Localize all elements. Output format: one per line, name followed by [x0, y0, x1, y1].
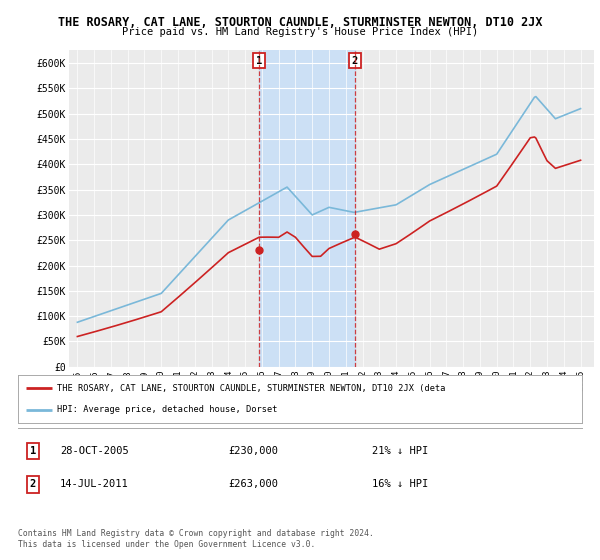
Text: THE ROSARY, CAT LANE, STOURTON CAUNDLE, STURMINSTER NEWTON, DT10 2JX (deta: THE ROSARY, CAT LANE, STOURTON CAUNDLE, … — [58, 384, 446, 393]
Text: £263,000: £263,000 — [228, 479, 278, 489]
Text: HPI: Average price, detached house, Dorset: HPI: Average price, detached house, Dors… — [58, 405, 278, 414]
Text: Price paid vs. HM Land Registry's House Price Index (HPI): Price paid vs. HM Land Registry's House … — [122, 27, 478, 37]
Text: 21% ↓ HPI: 21% ↓ HPI — [372, 446, 428, 456]
Text: Contains HM Land Registry data © Crown copyright and database right 2024.
This d: Contains HM Land Registry data © Crown c… — [18, 529, 374, 549]
Bar — [259, 50, 355, 367]
Text: 2: 2 — [352, 55, 358, 66]
Text: 14-JUL-2011: 14-JUL-2011 — [60, 479, 129, 489]
Text: 16% ↓ HPI: 16% ↓ HPI — [372, 479, 428, 489]
Text: THE ROSARY, CAT LANE, STOURTON CAUNDLE, STURMINSTER NEWTON, DT10 2JX: THE ROSARY, CAT LANE, STOURTON CAUNDLE, … — [58, 16, 542, 29]
Text: 28-OCT-2005: 28-OCT-2005 — [60, 446, 129, 456]
Text: 1: 1 — [30, 446, 36, 456]
Text: 1: 1 — [256, 55, 262, 66]
Text: £230,000: £230,000 — [228, 446, 278, 456]
Text: 2: 2 — [30, 479, 36, 489]
